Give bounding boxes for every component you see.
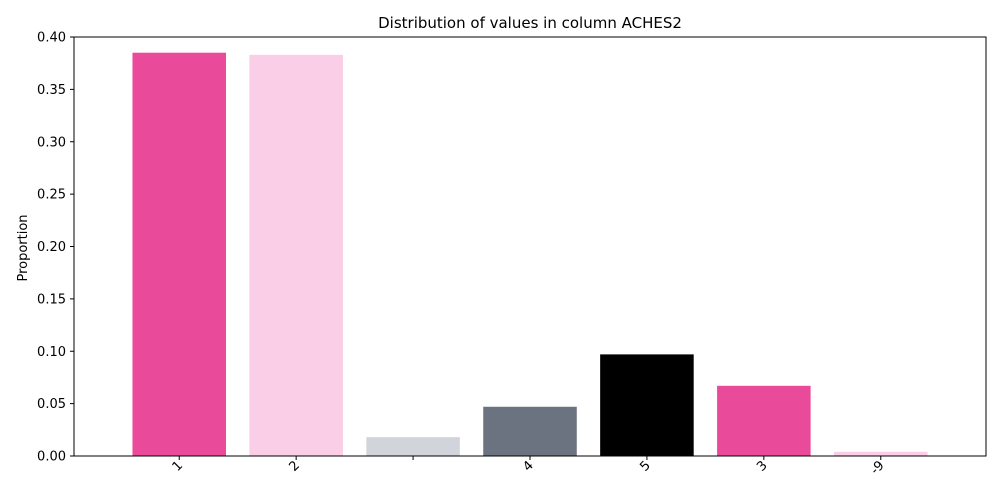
y-tick-label: 0.25 xyxy=(37,188,66,203)
y-tick-label: 0.00 xyxy=(37,450,66,465)
bar-3 xyxy=(483,406,577,456)
y-tick-label: 0.40 xyxy=(37,31,66,46)
bar-4 xyxy=(600,354,694,456)
y-axis-label: Proportion xyxy=(16,214,31,281)
y-tick-label: 0.15 xyxy=(37,292,66,307)
x-tick-label: 5 xyxy=(637,458,653,474)
x-tick-label: -9 xyxy=(868,458,888,478)
y-tick-label: 0.20 xyxy=(37,240,66,255)
x-tick-label: 4 xyxy=(520,458,536,474)
bar-6 xyxy=(834,451,928,456)
bar-2 xyxy=(366,437,460,456)
y-tick-label: 0.30 xyxy=(37,135,66,150)
bar-1 xyxy=(249,54,343,457)
y-tick-label: 0.10 xyxy=(37,345,66,360)
y-tick-label: 0.35 xyxy=(37,83,66,98)
y-tick-label: 0.05 xyxy=(37,397,66,412)
bar-0 xyxy=(132,52,226,457)
x-tick-label: 1 xyxy=(170,458,186,474)
plot-frame xyxy=(73,36,987,457)
bar-5 xyxy=(717,385,811,456)
x-tick-label: 2 xyxy=(287,458,303,474)
x-tick-label: 3 xyxy=(754,458,770,474)
chart-title: Distribution of values in column ACHES2 xyxy=(378,14,682,32)
plot-area: 1 2 4 5 3 -9 0.00 0.05 0.10 0.15 0.20 0.25 0.30 0.35 0… xyxy=(37,31,928,478)
